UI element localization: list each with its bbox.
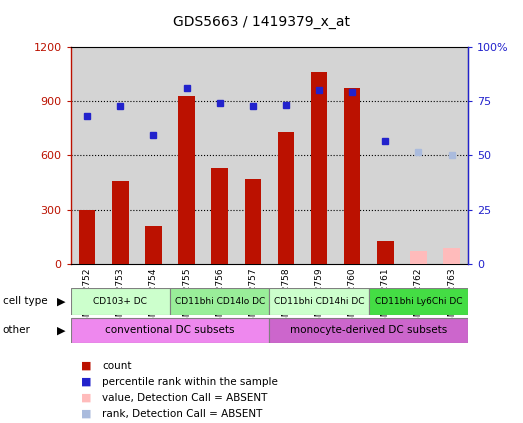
Bar xyxy=(344,88,360,264)
Bar xyxy=(435,47,468,264)
Text: ■: ■ xyxy=(81,409,92,419)
Text: value, Detection Call = ABSENT: value, Detection Call = ABSENT xyxy=(102,393,267,403)
Text: cell type: cell type xyxy=(3,297,47,306)
Bar xyxy=(410,251,427,264)
Bar xyxy=(112,181,129,264)
Text: monocyte-derived DC subsets: monocyte-derived DC subsets xyxy=(290,325,447,335)
Bar xyxy=(278,132,294,264)
Bar xyxy=(104,47,137,264)
Bar xyxy=(178,96,195,264)
Text: ■: ■ xyxy=(81,393,92,403)
Text: GDS5663 / 1419379_x_at: GDS5663 / 1419379_x_at xyxy=(173,15,350,29)
Bar xyxy=(444,248,460,264)
Text: ■: ■ xyxy=(81,377,92,387)
Text: ▶: ▶ xyxy=(58,325,66,335)
Bar xyxy=(336,47,369,264)
Bar xyxy=(244,179,261,264)
Text: rank, Detection Call = ABSENT: rank, Detection Call = ABSENT xyxy=(102,409,263,419)
Bar xyxy=(236,47,269,264)
Bar xyxy=(145,226,162,264)
Bar xyxy=(170,288,269,315)
Text: ■: ■ xyxy=(81,361,92,371)
Bar xyxy=(71,318,269,343)
Bar xyxy=(170,47,203,264)
Bar xyxy=(71,47,104,264)
Bar xyxy=(311,72,327,264)
Bar xyxy=(302,47,336,264)
Bar xyxy=(377,241,393,264)
Text: ▶: ▶ xyxy=(58,297,66,306)
Bar xyxy=(269,47,302,264)
Bar xyxy=(137,47,170,264)
Text: CD11bhi Ly6Chi DC: CD11bhi Ly6Chi DC xyxy=(374,297,462,306)
Bar xyxy=(79,210,95,264)
Bar xyxy=(71,288,170,315)
Bar xyxy=(211,168,228,264)
Bar xyxy=(203,47,236,264)
Text: percentile rank within the sample: percentile rank within the sample xyxy=(102,377,278,387)
Text: CD103+ DC: CD103+ DC xyxy=(93,297,147,306)
Text: other: other xyxy=(3,325,30,335)
Bar xyxy=(269,288,369,315)
Text: count: count xyxy=(102,361,131,371)
Text: CD11bhi CD14hi DC: CD11bhi CD14hi DC xyxy=(274,297,365,306)
Bar xyxy=(269,318,468,343)
Bar xyxy=(369,47,402,264)
Bar xyxy=(402,47,435,264)
Text: CD11bhi CD14lo DC: CD11bhi CD14lo DC xyxy=(175,297,265,306)
Bar xyxy=(369,288,468,315)
Text: conventional DC subsets: conventional DC subsets xyxy=(105,325,235,335)
